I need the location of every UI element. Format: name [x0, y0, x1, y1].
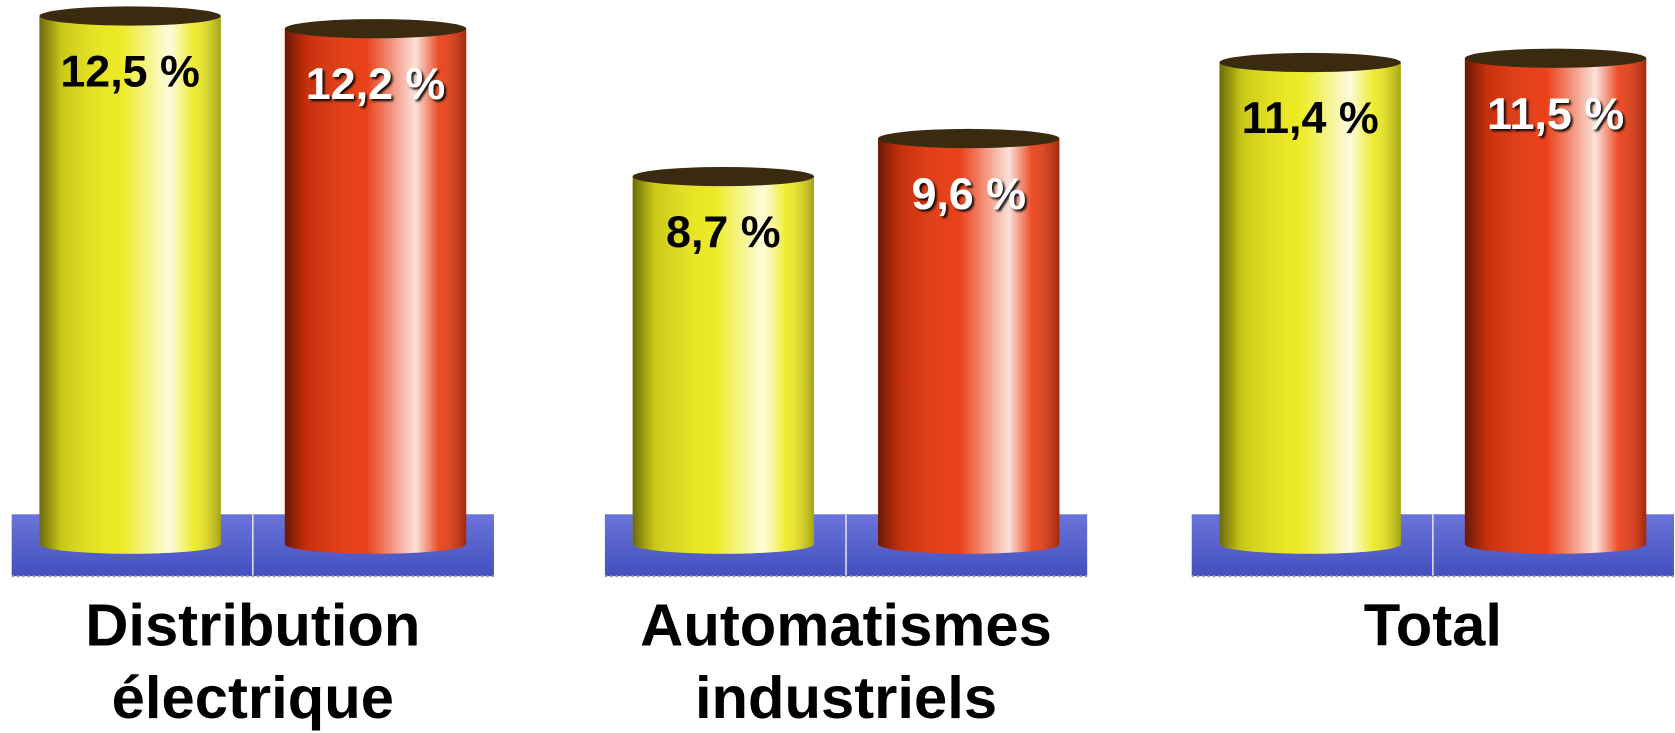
- x-tick-label: Total: [1363, 591, 1502, 659]
- value-label: 11,4 %: [1242, 93, 1379, 143]
- bar-shading: [39, 16, 221, 554]
- bar-top: [39, 6, 221, 26]
- bar-top: [284, 19, 467, 39]
- bar-shading: [284, 28, 467, 554]
- bar-shading: [1464, 58, 1647, 554]
- bar-top: [632, 166, 815, 187]
- bar-shading: [1219, 62, 1401, 554]
- category-label-box: Total: [1363, 591, 1502, 659]
- category-label-box: Distribution électrique: [85, 591, 421, 731]
- value-label: 12,2 %: [306, 59, 445, 109]
- value-label: 8,7 %: [666, 207, 781, 257]
- bar-top: [1464, 48, 1647, 68]
- bar-top: [878, 128, 1060, 149]
- bar-shading: [878, 138, 1060, 554]
- x-tick-label: Distribution électrique: [85, 591, 421, 731]
- value-label: 12,5 %: [60, 47, 199, 97]
- x-tick-label: Automatismes industriels: [640, 591, 1052, 731]
- bar-shading: [632, 176, 815, 554]
- bar-top: [1219, 52, 1401, 73]
- value-label: 9,6 %: [911, 169, 1026, 219]
- value-label: 11,5 %: [1487, 89, 1624, 139]
- category-label-box: Automatismes industriels: [640, 591, 1052, 731]
